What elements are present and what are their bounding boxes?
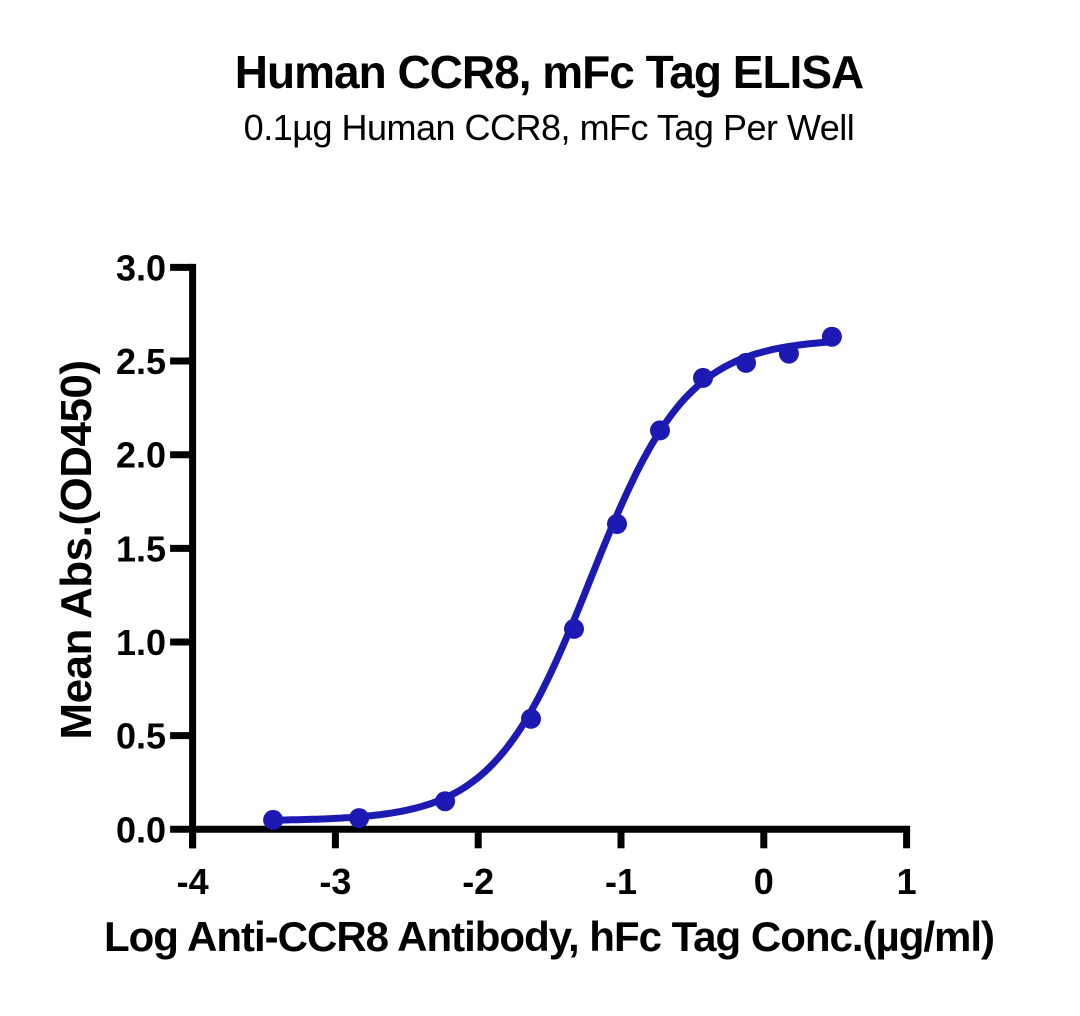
data-point bbox=[435, 791, 456, 812]
data-point bbox=[607, 514, 627, 534]
y-tick-label: 2.5 bbox=[116, 341, 166, 382]
x-tick-label: -2 bbox=[462, 861, 494, 902]
x-tick-label: -4 bbox=[177, 861, 209, 902]
y-tick-label: 2.0 bbox=[116, 435, 166, 476]
chart-subtitle: 0.1µg Human CCR8, mFc Tag Per Well bbox=[243, 107, 855, 148]
x-axis-label: Log Anti-CCR8 Antibody, hFc Tag Conc.(µg… bbox=[103, 913, 995, 960]
data-point bbox=[349, 808, 370, 829]
y-tick-label: 3.0 bbox=[116, 247, 166, 288]
y-tick-label: 0.5 bbox=[116, 716, 166, 757]
x-tick-label: 0 bbox=[754, 861, 774, 902]
data-point bbox=[736, 352, 756, 373]
x-tick-label: 1 bbox=[897, 861, 917, 902]
data-point bbox=[263, 809, 284, 830]
x-tick-label: -3 bbox=[319, 861, 351, 902]
data-point bbox=[821, 326, 842, 347]
data-point bbox=[564, 618, 584, 639]
data-point bbox=[650, 420, 670, 441]
data-point bbox=[521, 708, 541, 729]
chart-title: Human CCR8, mFc Tag ELISA bbox=[234, 46, 864, 98]
data-point bbox=[778, 343, 799, 364]
y-tick-label: 0.0 bbox=[116, 809, 166, 850]
fit-curve bbox=[269, 338, 836, 824]
y-tick-label: 1.0 bbox=[116, 622, 166, 663]
x-tick-label: -1 bbox=[605, 861, 637, 902]
data-point bbox=[693, 367, 713, 388]
y-tick-label: 1.5 bbox=[116, 528, 166, 569]
